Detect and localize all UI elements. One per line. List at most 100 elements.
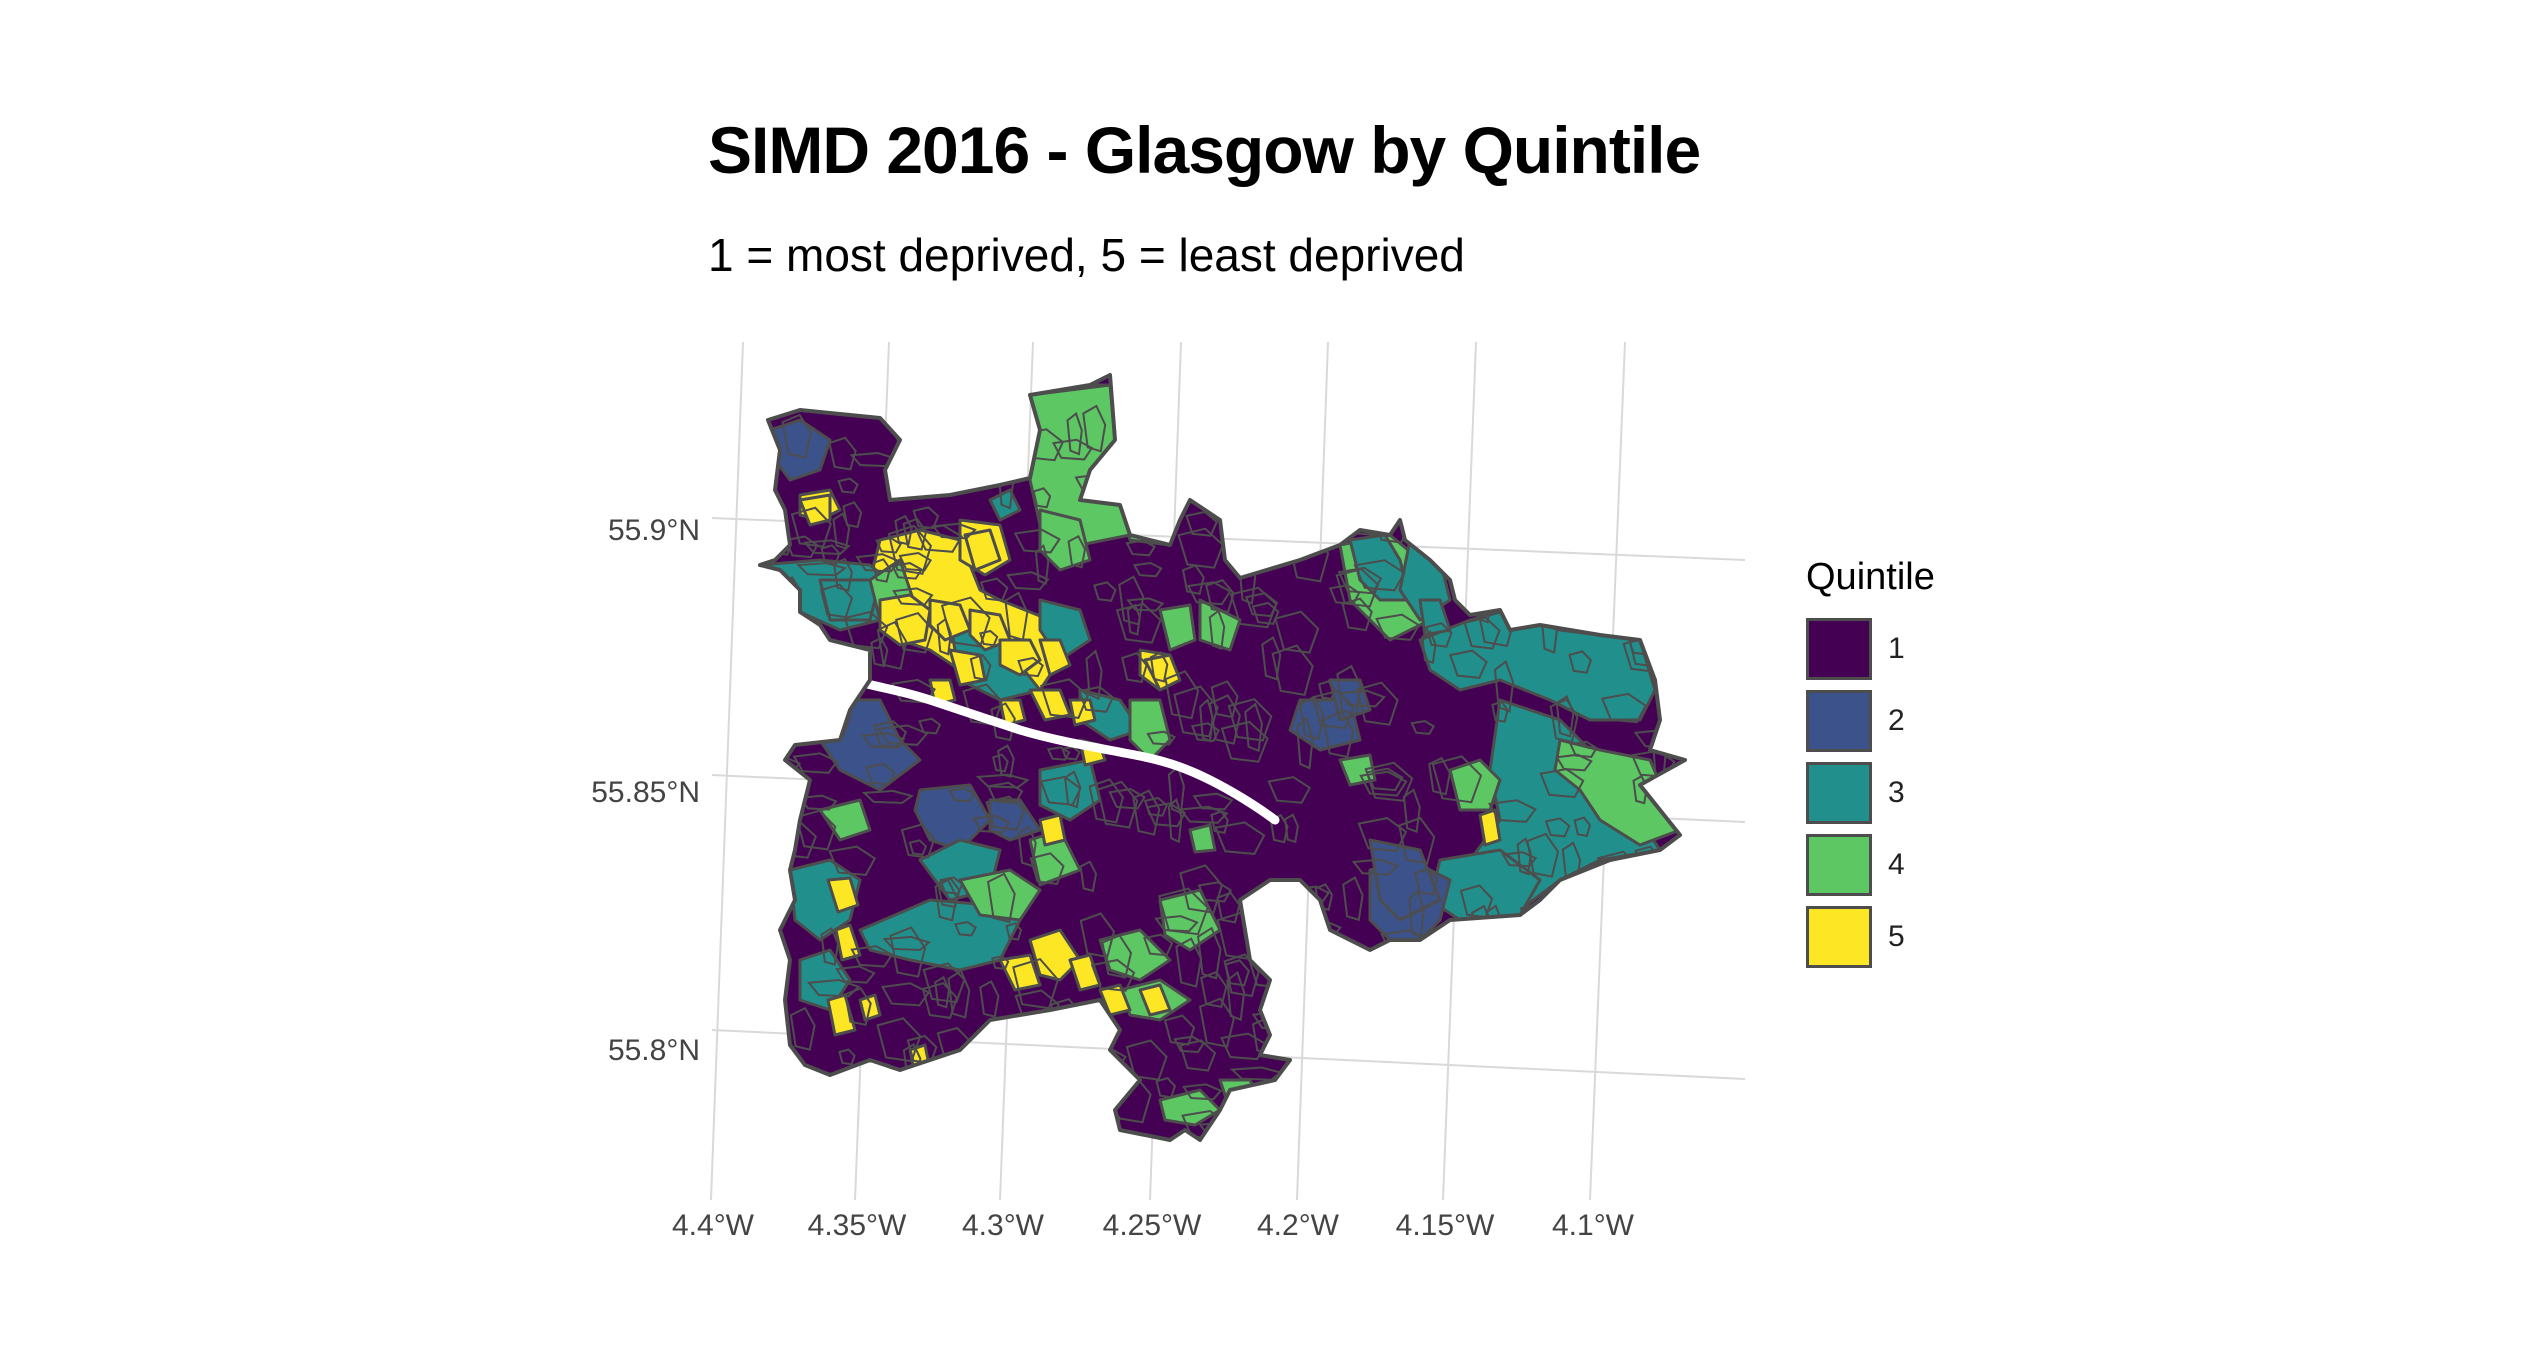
data-zone [1004,591,1029,642]
quintile-5-area [798,493,832,527]
data-zone [937,1084,980,1117]
data-zone [1155,440,1174,491]
data-zone [861,789,914,804]
data-zone [1357,401,1373,423]
data-zone [1101,934,1133,979]
data-zone [900,823,936,859]
data-zone [905,418,938,451]
data-zone [1318,1075,1340,1114]
quintile-4-area [1098,928,1172,982]
data-zone [1096,780,1139,829]
data-zone [1371,394,1394,434]
data-zone [1641,1023,1656,1071]
data-zone [1167,797,1183,844]
data-zone [973,1093,1002,1124]
data-zone [1318,680,1336,701]
data-zone [979,577,1009,602]
data-zone [908,839,928,856]
quintile-5-area [1038,813,1067,847]
data-zone [1363,1034,1387,1082]
data-zone [1017,825,1037,868]
data-zone [947,969,971,1019]
data-zone [1093,581,1117,602]
data-zone [1244,702,1263,753]
data-zone [889,926,927,978]
data-zone [1213,432,1239,466]
axis-ticks: 4.4°W 4.35°W 4.3°W 4.25°W 4.2°W 4.15°W 4.1°W 55… [591,514,1634,1242]
data-zone [1208,609,1226,651]
data-zone [1077,685,1115,713]
data-zone [1651,778,1680,802]
data-zone [1257,410,1278,449]
data-zone [1271,644,1314,697]
data-zone [1360,452,1394,476]
data-zone [1006,571,1050,591]
data-zone [1200,970,1228,1009]
legend-label: 2 [1888,704,1905,737]
data-zone [902,517,928,551]
data-zone [784,535,819,559]
data-zone [820,544,841,566]
data-zone [828,436,857,471]
data-zone [975,773,1030,789]
data-zone [1587,952,1607,977]
data-zone [1437,524,1482,540]
legend-title: Quintile [1806,556,1935,598]
quintile-4-area [1158,603,1197,652]
data-zone [1492,920,1533,944]
data-zone [1429,1080,1445,1128]
data-zone [1164,449,1217,485]
data-zone [1004,1091,1026,1110]
data-zone [855,553,902,573]
data-zone [1512,943,1547,978]
legend-swatch [1806,906,1872,968]
data-zone [1090,958,1136,992]
data-zone [1181,1083,1223,1101]
data-zone [892,587,934,606]
data-zone [1396,999,1416,1026]
data-zone [1259,1124,1298,1140]
data-zone [934,975,951,1009]
data-zone [1359,770,1408,797]
data-zone [1661,709,1685,746]
quintile-5-area [1138,983,1172,1017]
data-zone [1175,937,1203,988]
data-zone [1661,1085,1685,1123]
data-zone [1040,678,1090,719]
data-zone [1403,1008,1456,1033]
data-zone [1584,914,1630,937]
data-zone [1603,432,1642,458]
data-zone [1463,941,1505,961]
data-zone [1043,1066,1081,1096]
quintile-4-area [1553,738,1682,847]
data-zone [1375,613,1421,641]
data-zone [1520,945,1561,983]
data-zone [1064,770,1082,809]
lon-tick-label: 4.35°W [808,1209,907,1242]
data-zone [922,962,966,1004]
data-zone [1516,837,1532,876]
data-zone [1585,538,1636,582]
data-zone [1220,720,1269,763]
data-zone [792,752,839,774]
data-zone [1088,778,1124,824]
data-zone [1480,498,1502,513]
data-zone [1570,889,1599,933]
data-zone [786,644,807,680]
data-zone [1624,954,1642,981]
data-zone [1143,933,1174,957]
data-zone [1149,651,1169,683]
data-zone [1216,891,1241,924]
data-zone [1395,973,1444,999]
data-zone [1210,680,1239,719]
data-zone [1355,681,1399,726]
data-zone [1192,792,1234,811]
quintile-4-area [1338,753,1377,787]
data-zone [876,620,908,670]
data-zone [1410,720,1436,735]
data-zone [1181,564,1205,595]
data-zone [1034,543,1050,586]
data-zone [1197,926,1222,980]
data-zone [833,557,853,592]
